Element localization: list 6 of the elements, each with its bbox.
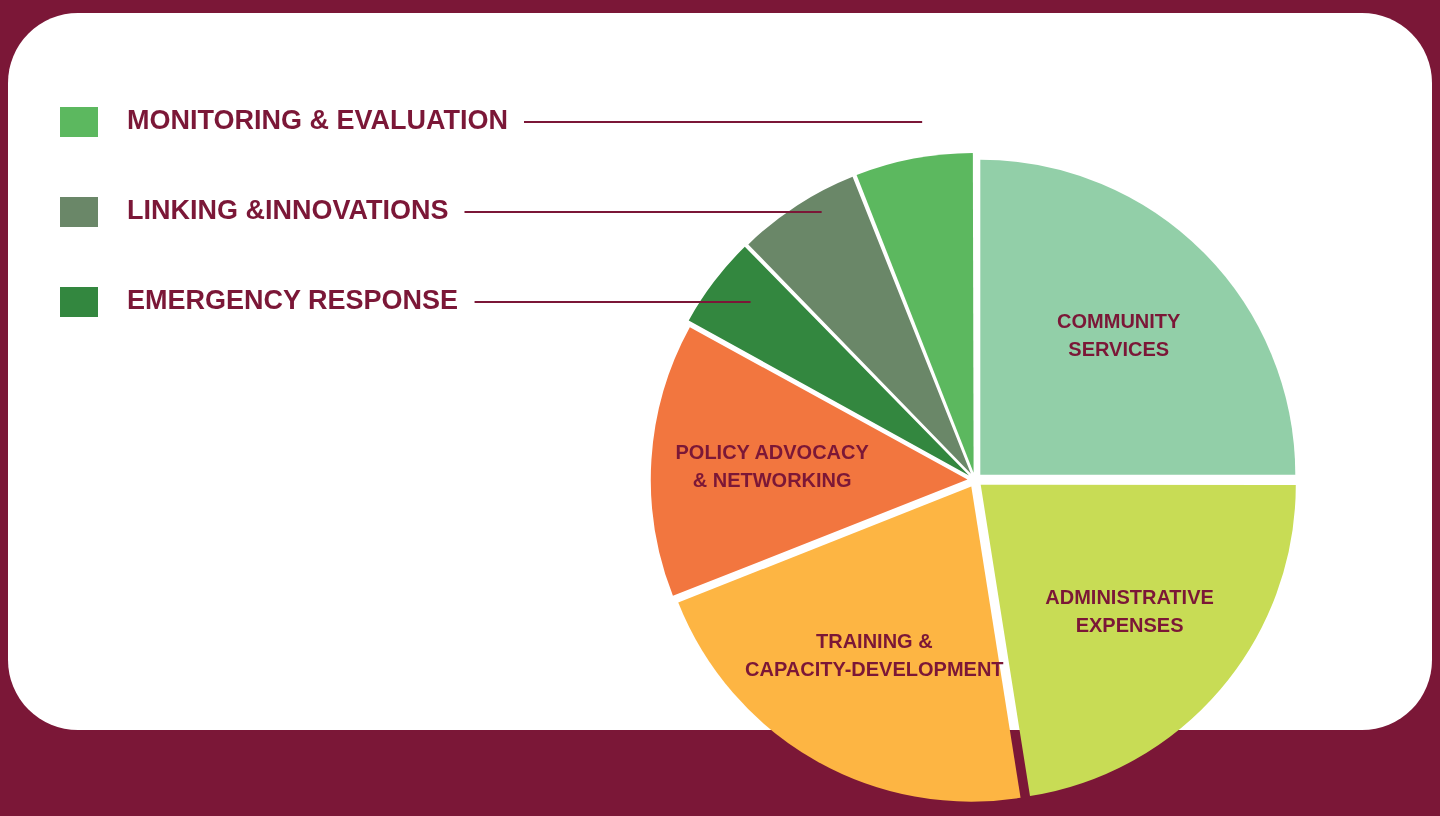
slice-label: POLICY ADVOCACY & NETWORKING [675,440,870,491]
legend-label: EMERGENCY RESPONSE [127,285,459,316]
legend-label: LINKING &INNOVATIONS [127,195,449,226]
slice-label: COMMUNITY SERVICES [1057,309,1182,360]
legend-label: MONITORING & EVALUATION [127,105,508,136]
slice-label: ADMINISTRATIVE EXPENSES [1045,585,1214,636]
